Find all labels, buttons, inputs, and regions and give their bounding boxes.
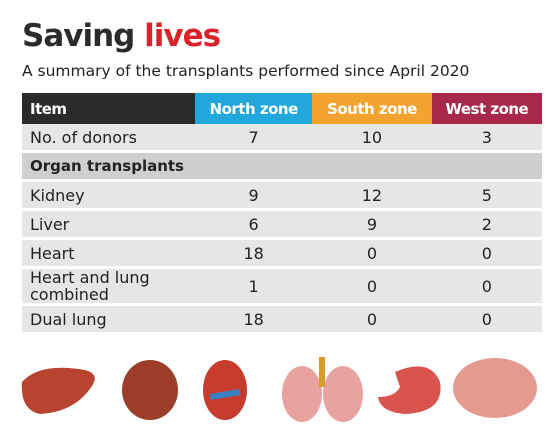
title-dark: Saving [22, 18, 135, 54]
row-label: Kidney [22, 180, 195, 211]
cell: 9 [312, 209, 432, 240]
table-row: Liver 6 9 2 [22, 209, 542, 240]
stomach-icon [378, 366, 441, 414]
row-label: Heart [22, 238, 195, 269]
table-row: Dual lung 18 0 0 [22, 304, 542, 335]
row-label: Heart and lung combined [22, 267, 195, 306]
column-header: North zone [195, 93, 313, 124]
lung-left [282, 366, 322, 422]
column-header: South zone [312, 93, 432, 124]
heart-icon [122, 360, 178, 420]
title: Saving lives [22, 18, 221, 54]
column-header: Item [22, 93, 195, 124]
row-label: Liver [22, 209, 195, 240]
row-label: No. of donors [22, 124, 195, 153]
header-row: Item North zone South zone West zone [22, 93, 542, 124]
title-red: lives [144, 18, 221, 54]
cell: 10 [312, 124, 432, 153]
cell: 7 [195, 124, 313, 153]
cell: 9 [195, 180, 313, 211]
cell: 0 [312, 238, 432, 269]
cell: 2 [431, 209, 542, 240]
table-row: No. of donors 7 10 3 [22, 124, 542, 153]
ureter [209, 389, 241, 400]
transplant-table: Item North zone South zone West zone No. of … [22, 93, 542, 335]
section-label: Organ transplants [22, 151, 542, 182]
liver-icon [21, 367, 95, 414]
organ-icons [21, 357, 537, 422]
table-row: Heart and lung combined 1 0 0 [22, 267, 542, 306]
cell: 0 [431, 267, 542, 306]
row-label: Dual lung [22, 304, 195, 335]
column-header: West zone [431, 93, 542, 124]
cell: 5 [431, 180, 542, 211]
table-row: Heart 18 0 0 [22, 238, 542, 269]
cell: 18 [195, 238, 313, 269]
cell: 6 [195, 209, 313, 240]
brain-icon [453, 358, 537, 418]
trachea [319, 357, 325, 387]
cell: 0 [431, 304, 542, 335]
cell: 0 [431, 238, 542, 269]
cell: 12 [312, 180, 432, 211]
lung-right [323, 366, 363, 422]
cell: 3 [431, 124, 542, 153]
cell: 1 [195, 267, 313, 306]
section-row: Organ transplants [22, 151, 542, 182]
cell: 18 [195, 304, 313, 335]
table-row: Kidney 9 12 5 [22, 180, 542, 211]
kidney-icon [203, 360, 247, 420]
subtitle: A summary of the transplants performed s… [22, 62, 470, 80]
cell: 0 [312, 267, 432, 306]
cell: 0 [312, 304, 432, 335]
